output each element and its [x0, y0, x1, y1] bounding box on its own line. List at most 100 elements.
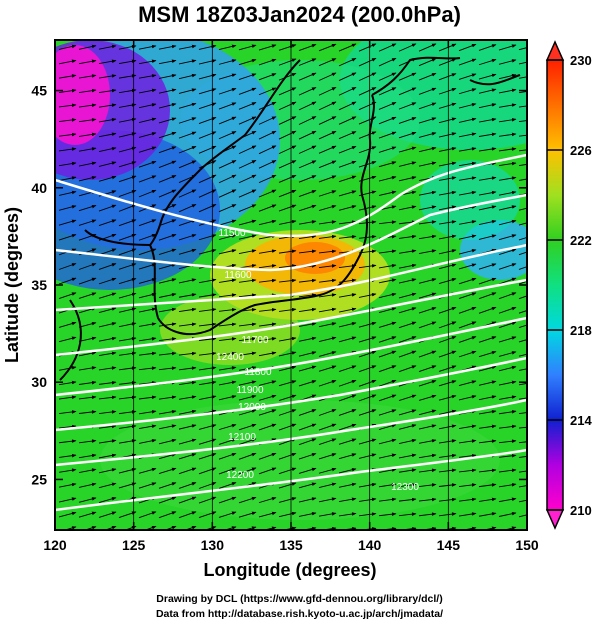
wind-arrow [438, 249, 457, 255]
wind-arrow [78, 380, 97, 385]
wind-arrow [138, 410, 157, 415]
wind-arrow [198, 189, 217, 198]
wind-arrow [278, 204, 297, 212]
wind-arrow [58, 511, 77, 518]
wind-arrow [98, 44, 117, 50]
wind-arrow [98, 453, 117, 459]
wind-arrow [238, 322, 257, 327]
wind-arrow [178, 102, 197, 109]
wind-arrow [138, 219, 157, 227]
wind-arrow [498, 292, 517, 300]
wind-arrow [518, 207, 527, 211]
wind-arrow [258, 174, 277, 184]
wind-arrow [258, 130, 277, 140]
wind-arrow [178, 73, 197, 80]
contour-label: 12200 [226, 470, 254, 481]
wind-arrow [178, 322, 197, 327]
wind-arrow [378, 116, 397, 125]
wind-arrow [78, 74, 97, 79]
wind-arrow [378, 307, 397, 314]
x-tick-label: 140 [358, 537, 382, 553]
wind-arrow [418, 468, 437, 473]
wind-arrow [438, 321, 457, 329]
wind-arrow [398, 512, 417, 517]
wind-arrow [178, 293, 197, 298]
wind-arrow [378, 453, 397, 459]
wind-arrow [478, 292, 497, 300]
wind-arrow [98, 103, 117, 108]
wind-arrow [58, 263, 77, 270]
wind-arrow [498, 277, 517, 285]
wind-arrow [498, 424, 517, 429]
wind-arrow [218, 234, 237, 240]
wind-arrow [298, 204, 317, 212]
wind-arrow [278, 423, 297, 431]
wind-arrow [378, 43, 397, 52]
wind-arrow [158, 511, 177, 519]
wind-arrow [218, 438, 237, 445]
wind-arrow [178, 117, 197, 124]
wind-arrow [78, 103, 97, 108]
wind-arrow [358, 234, 377, 239]
wind-arrow [338, 336, 357, 343]
wind-arrow [98, 175, 117, 182]
wind-arrow [258, 394, 277, 401]
wind-arrow [318, 453, 337, 460]
wind-arrow [138, 482, 157, 489]
wind-arrow [318, 101, 337, 111]
wind-arrow [518, 397, 527, 400]
wind-arrow [478, 395, 497, 401]
wind-arrow [518, 236, 527, 241]
y-axis-ticks: 25 30 35 40 45 [31, 83, 527, 487]
wind-arrow [338, 160, 357, 168]
wind-arrow [138, 438, 157, 444]
wind-arrow [458, 439, 477, 444]
contour-label: 12400 [216, 352, 244, 363]
wind-arrow [418, 350, 437, 358]
wind-arrow [398, 453, 417, 459]
wind-arrow [418, 409, 437, 416]
wind-arrow [298, 145, 317, 154]
wind-arrow [158, 263, 177, 270]
wind-arrow [138, 467, 157, 474]
wind-arrow [118, 380, 137, 385]
wind-arrow [198, 337, 217, 341]
wind-arrow [118, 307, 137, 313]
wind-arrow [138, 132, 157, 138]
wind-arrow [418, 380, 437, 387]
colorbar-tick-label: 218 [570, 323, 592, 338]
wind-arrow [178, 409, 197, 415]
wind-arrow [238, 44, 257, 51]
wind-arrow [278, 497, 297, 503]
wind-arrow [198, 131, 217, 139]
wind-arrow [518, 368, 527, 371]
wind-arrow [338, 234, 357, 239]
wind-arrow [358, 512, 377, 517]
wind-arrow [478, 44, 497, 51]
wind-arrow [498, 351, 517, 357]
wind-arrow [238, 394, 257, 401]
wind-arrow [158, 74, 177, 79]
wind-arrow [198, 453, 217, 460]
wind-arrow [158, 278, 177, 284]
wind-arrow [318, 86, 337, 96]
wind-arrow [398, 102, 417, 110]
wind-arrow [418, 146, 437, 153]
wind-arrow [398, 497, 417, 502]
wind-arrow [178, 234, 197, 241]
wind-arrow [398, 350, 417, 358]
wind-arrow [58, 453, 77, 458]
wind-arrow [118, 366, 137, 371]
wind-arrow [58, 366, 77, 371]
wind-arrow [518, 178, 527, 181]
wind-arrow [138, 74, 157, 79]
wind-arrow [58, 482, 77, 488]
wind-arrow [478, 73, 497, 80]
wind-arrow [438, 234, 457, 240]
wind-arrow [238, 189, 257, 198]
wind-arrow [518, 47, 527, 51]
wind-arrow [198, 496, 217, 504]
wind-arrow [238, 174, 257, 184]
wind-arrow [238, 263, 257, 269]
wind-arrow [338, 307, 357, 313]
